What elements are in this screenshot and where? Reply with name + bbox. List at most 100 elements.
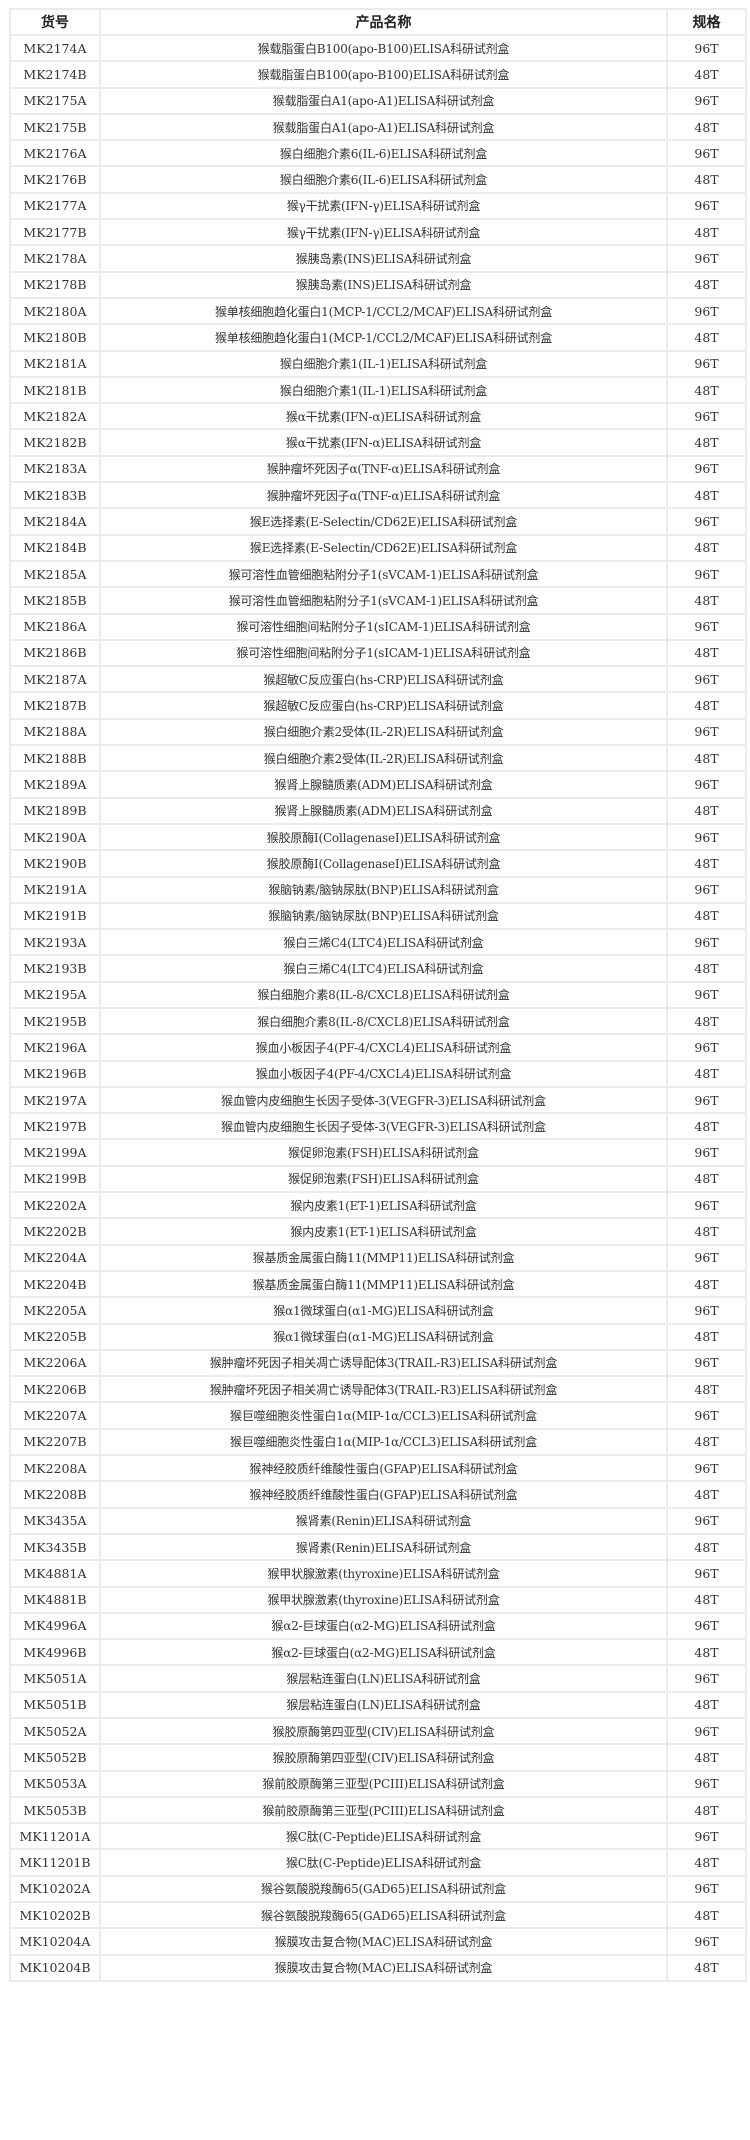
- product-name-cell: 猴超敏C反应蛋白(hs-CRP)ELISA科研试剂盒: [99, 665, 668, 694]
- product-name-cell: 猴甲状腺激素(thyroxine)ELISA科研试剂盒: [99, 1559, 668, 1588]
- product-name-cell: 猴层粘连蛋白(LN)ELISA科研试剂盒: [99, 1690, 668, 1720]
- specification-cell: 48T: [666, 1795, 747, 1825]
- table-row: MK5051A 猴层粘连蛋白(LN)ELISA科研试剂盒 96T: [9, 1664, 747, 1693]
- specification-cell: 96T: [666, 875, 747, 904]
- product-name-cell: 猴E选择素(E-Selectin/CD62E)ELISA科研试剂盒: [99, 507, 668, 536]
- item-number-cell: MK2176B: [9, 165, 101, 194]
- product-name-cell: 猴促卵泡素(FSH)ELISA科研试剂盒: [99, 1138, 668, 1167]
- product-name-cell: 猴血管内皮细胞生长因子受体-3(VEGFR-3)ELISA科研试剂盒: [99, 1085, 668, 1115]
- product-name-cell: 猴巨噬细胞炎性蛋白1α(MIP-1α/CCL3)ELISA科研试剂盒: [99, 1401, 668, 1430]
- product-name-cell: 猴α2-巨球蛋白(α2-MG)ELISA科研试剂盒: [99, 1611, 668, 1641]
- item-number-cell: MK3435A: [9, 1506, 101, 1535]
- item-number-cell: MK2205A: [9, 1296, 101, 1325]
- table-row: MK2178A 猴胰岛素(INS)ELISA科研试剂盒 96T: [9, 244, 747, 273]
- product-name-cell: 猴血小板因子4(PF-4/CXCL4)ELISA科研试剂盒: [99, 1033, 668, 1062]
- item-number-cell: MK10204B: [9, 1953, 101, 1982]
- table-row: MK2206B 猴肿瘤坏死因子相关凋亡诱导配体3(TRAIL-R3)ELISA科研…: [9, 1375, 747, 1404]
- table-row: MK2204A 猴基质金属蛋白酶11(MMP11)ELISA科研试剂盒 96T: [9, 1243, 747, 1272]
- table-row: MK2205B 猴α1微球蛋白(α1-MG)ELISA科研试剂盒 48T: [9, 1322, 747, 1351]
- item-number-cell: MK2178B: [9, 270, 101, 299]
- table-row: MK2187B 猴超敏C反应蛋白(hs-CRP)ELISA科研试剂盒 48T: [9, 691, 747, 720]
- table-row: MK10204B 猴膜攻击复合物(MAC)ELISA科研试剂盒 48T: [9, 1953, 747, 1982]
- table-row: MK5052A 猴胶原酶第四亚型(CIV)ELISA科研试剂盒 96T: [9, 1716, 747, 1746]
- table-row: MK4996B 猴α2-巨球蛋白(α2-MG)ELISA科研试剂盒 48T: [9, 1638, 747, 1667]
- item-number-cell: MK2190B: [9, 849, 101, 878]
- product-name-cell: 猴肿瘤坏死因子α(TNF-α)ELISA科研试剂盒: [99, 454, 668, 484]
- item-number-cell: MK2190A: [9, 822, 101, 852]
- specification-cell: 96T: [666, 1454, 747, 1483]
- table-row: MK2185A 猴可溶性血管细胞粘附分子1(sVCAM-1)ELISA科研试剂盒 9…: [9, 559, 747, 589]
- table-row: MK2207A 猴巨噬细胞炎性蛋白1α(MIP-1α/CCL3)ELISA科研试剂…: [9, 1401, 747, 1430]
- table-row: MK4881B 猴甲状腺激素(thyroxine)ELISA科研试剂盒 48T: [9, 1585, 747, 1614]
- specification-cell: 48T: [666, 1690, 747, 1720]
- item-number-cell: MK2177B: [9, 218, 101, 247]
- item-number-cell: MK10204A: [9, 1927, 101, 1956]
- product-name-cell: 猴α干扰素(IFN-α)ELISA科研试剂盒: [99, 402, 668, 431]
- product-name-cell: 猴C肽(C-Peptide)ELISA科研试剂盒: [99, 1822, 668, 1851]
- product-name-cell: 猴α2-巨球蛋白(α2-MG)ELISA科研试剂盒: [99, 1638, 668, 1667]
- specification-cell: 48T: [666, 954, 747, 983]
- item-number-cell: MK4881A: [9, 1559, 101, 1588]
- table-row: MK10202A 猴谷氨酸脱羧酶65(GAD65)ELISA科研试剂盒 96T: [9, 1874, 747, 1904]
- specification-cell: 96T: [666, 717, 747, 747]
- table-row: MK2175A 猴载脂蛋白A1(apo-A1)ELISA科研试剂盒 96T: [9, 86, 747, 115]
- table-row: MK2197B 猴血管内皮细胞生长因子受体-3(VEGFR-3)ELISA科研试剂…: [9, 1112, 747, 1141]
- product-name-cell: 猴白细胞介素1(IL-1)ELISA科研试剂盒: [99, 349, 668, 378]
- item-number-cell: MK2205B: [9, 1322, 101, 1351]
- specification-cell: 96T: [666, 665, 747, 694]
- table-row: MK2185B 猴可溶性血管细胞粘附分子1(sVCAM-1)ELISA科研试剂盒 4…: [9, 586, 747, 615]
- specification-cell: 48T: [666, 1112, 747, 1141]
- product-name-cell: 猴白细胞介素1(IL-1)ELISA科研试剂盒: [99, 375, 668, 405]
- table-row: MK2176B 猴白细胞介素6(IL-6)ELISA科研试剂盒 48T: [9, 165, 747, 194]
- item-number-cell: MK11201B: [9, 1848, 101, 1877]
- product-name-cell: 猴前胶原酶第三亚型(PCIII)ELISA科研试剂盒: [99, 1795, 668, 1825]
- header-product-name: 产品名称: [99, 8, 668, 36]
- specification-cell: 48T: [666, 1848, 747, 1877]
- item-number-cell: MK2196B: [9, 1059, 101, 1088]
- product-name-cell: 猴白细胞介素6(IL-6)ELISA科研试剂盒: [99, 165, 668, 194]
- product-name-cell: 猴白细胞介素2受体(IL-2R)ELISA科研试剂盒: [99, 744, 668, 773]
- table-header-row: 货号 产品名称 规格: [9, 8, 747, 36]
- specification-cell: 96T: [666, 1348, 747, 1378]
- product-name-cell: 猴肿瘤坏死因子相关凋亡诱导配体3(TRAIL-R3)ELISA科研试剂盒: [99, 1375, 668, 1404]
- specification-cell: 96T: [666, 822, 747, 852]
- specification-cell: 48T: [666, 1375, 747, 1404]
- specification-cell: 48T: [666, 218, 747, 247]
- specification-cell: 48T: [666, 1322, 747, 1351]
- item-number-cell: MK2186B: [9, 638, 101, 668]
- item-number-cell: MK2204B: [9, 1269, 101, 1299]
- specification-cell: 96T: [666, 1822, 747, 1851]
- product-table: 货号 产品名称 规格 MK2174A 猴载脂蛋白B100(apo-B100)ELI…: [9, 8, 747, 1982]
- specification-cell: 96T: [666, 1085, 747, 1115]
- specification-cell: 96T: [666, 1559, 747, 1588]
- table-row: MK2182A 猴α干扰素(IFN-α)ELISA科研试剂盒 96T: [9, 402, 747, 431]
- item-number-cell: MK3435B: [9, 1532, 101, 1562]
- item-number-cell: MK2184A: [9, 507, 101, 536]
- product-name-cell: 猴谷氨酸脱羧酶65(GAD65)ELISA科研试剂盒: [99, 1874, 668, 1904]
- product-name-cell: 猴基质金属蛋白酶11(MMP11)ELISA科研试剂盒: [99, 1243, 668, 1272]
- item-number-cell: MK2199B: [9, 1164, 101, 1194]
- table-row: MK2189A 猴肾上腺髓质素(ADM)ELISA科研试剂盒 96T: [9, 770, 747, 799]
- table-row: MK2183A 猴肿瘤坏死因子α(TNF-α)ELISA科研试剂盒 96T: [9, 454, 747, 484]
- product-name-cell: 猴E选择素(E-Selectin/CD62E)ELISA科研试剂盒: [99, 533, 668, 562]
- product-name-cell: 猴白细胞介素6(IL-6)ELISA科研试剂盒: [99, 139, 668, 168]
- table-row: MK2178B 猴胰岛素(INS)ELISA科研试剂盒 48T: [9, 270, 747, 299]
- product-name-cell: 猴肾素(Renin)ELISA科研试剂盒: [99, 1506, 668, 1535]
- item-number-cell: MK2175B: [9, 112, 101, 142]
- specification-cell: 48T: [666, 1585, 747, 1614]
- specification-cell: 48T: [666, 1901, 747, 1930]
- table-row: MK2208B 猴神经胶质纤维酸性蛋白(GFAP)ELISA科研试剂盒 48T: [9, 1480, 747, 1509]
- item-number-cell: MK2206A: [9, 1348, 101, 1378]
- table-row: MK11201B 猴C肽(C-Peptide)ELISA科研试剂盒 48T: [9, 1848, 747, 1877]
- product-name-cell: 猴载脂蛋白A1(apo-A1)ELISA科研试剂盒: [99, 112, 668, 142]
- specification-cell: 48T: [666, 60, 747, 89]
- product-name-cell: 猴胰岛素(INS)ELISA科研试剂盒: [99, 244, 668, 273]
- item-number-cell: MK2189A: [9, 770, 101, 799]
- table-row: MK5053A 猴前胶原酶第三亚型(PCIII)ELISA科研试剂盒 96T: [9, 1769, 747, 1798]
- specification-cell: 48T: [666, 112, 747, 142]
- specification-cell: 96T: [666, 1191, 747, 1220]
- item-number-cell: MK2196A: [9, 1033, 101, 1062]
- item-number-cell: MK2188A: [9, 717, 101, 747]
- product-name-cell: 猴脑钠素/脑钠尿肽(BNP)ELISA科研试剂盒: [99, 875, 668, 904]
- specification-cell: 96T: [666, 1401, 747, 1430]
